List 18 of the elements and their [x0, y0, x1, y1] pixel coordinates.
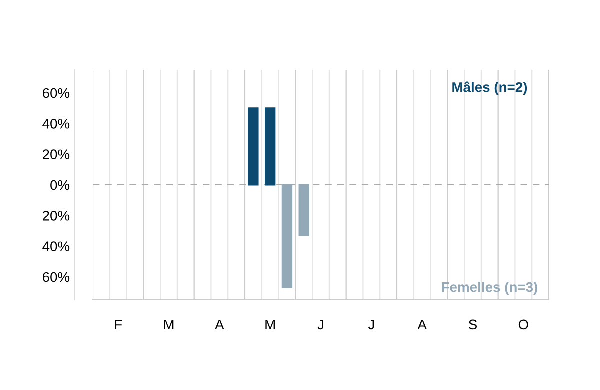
x-tick-label: M	[266, 320, 275, 330]
x-tick-label: A	[215, 320, 224, 330]
x-tick-label: S	[469, 320, 477, 330]
x-tick-label: A	[418, 320, 427, 330]
y-tick-label: 60%	[42, 88, 70, 98]
y-tick-label: 40%	[42, 119, 70, 129]
x-tick-label: J	[368, 320, 374, 330]
y-tick-label: 40%	[42, 242, 70, 252]
y-tick-label: 20%	[42, 150, 70, 160]
y-tick-label: 0%	[50, 180, 70, 190]
y-tick-label: 20%	[42, 211, 70, 221]
y-tick-label: 60%	[42, 272, 70, 282]
x-tick-label: J	[318, 320, 324, 330]
text: Femelles (n=3)	[442, 282, 538, 295]
x-tick-label: F	[115, 320, 122, 330]
x-tick-label: M	[164, 320, 174, 330]
text: Mâles (n=2)	[452, 82, 528, 96]
x-tick-label: O	[518, 320, 528, 330]
